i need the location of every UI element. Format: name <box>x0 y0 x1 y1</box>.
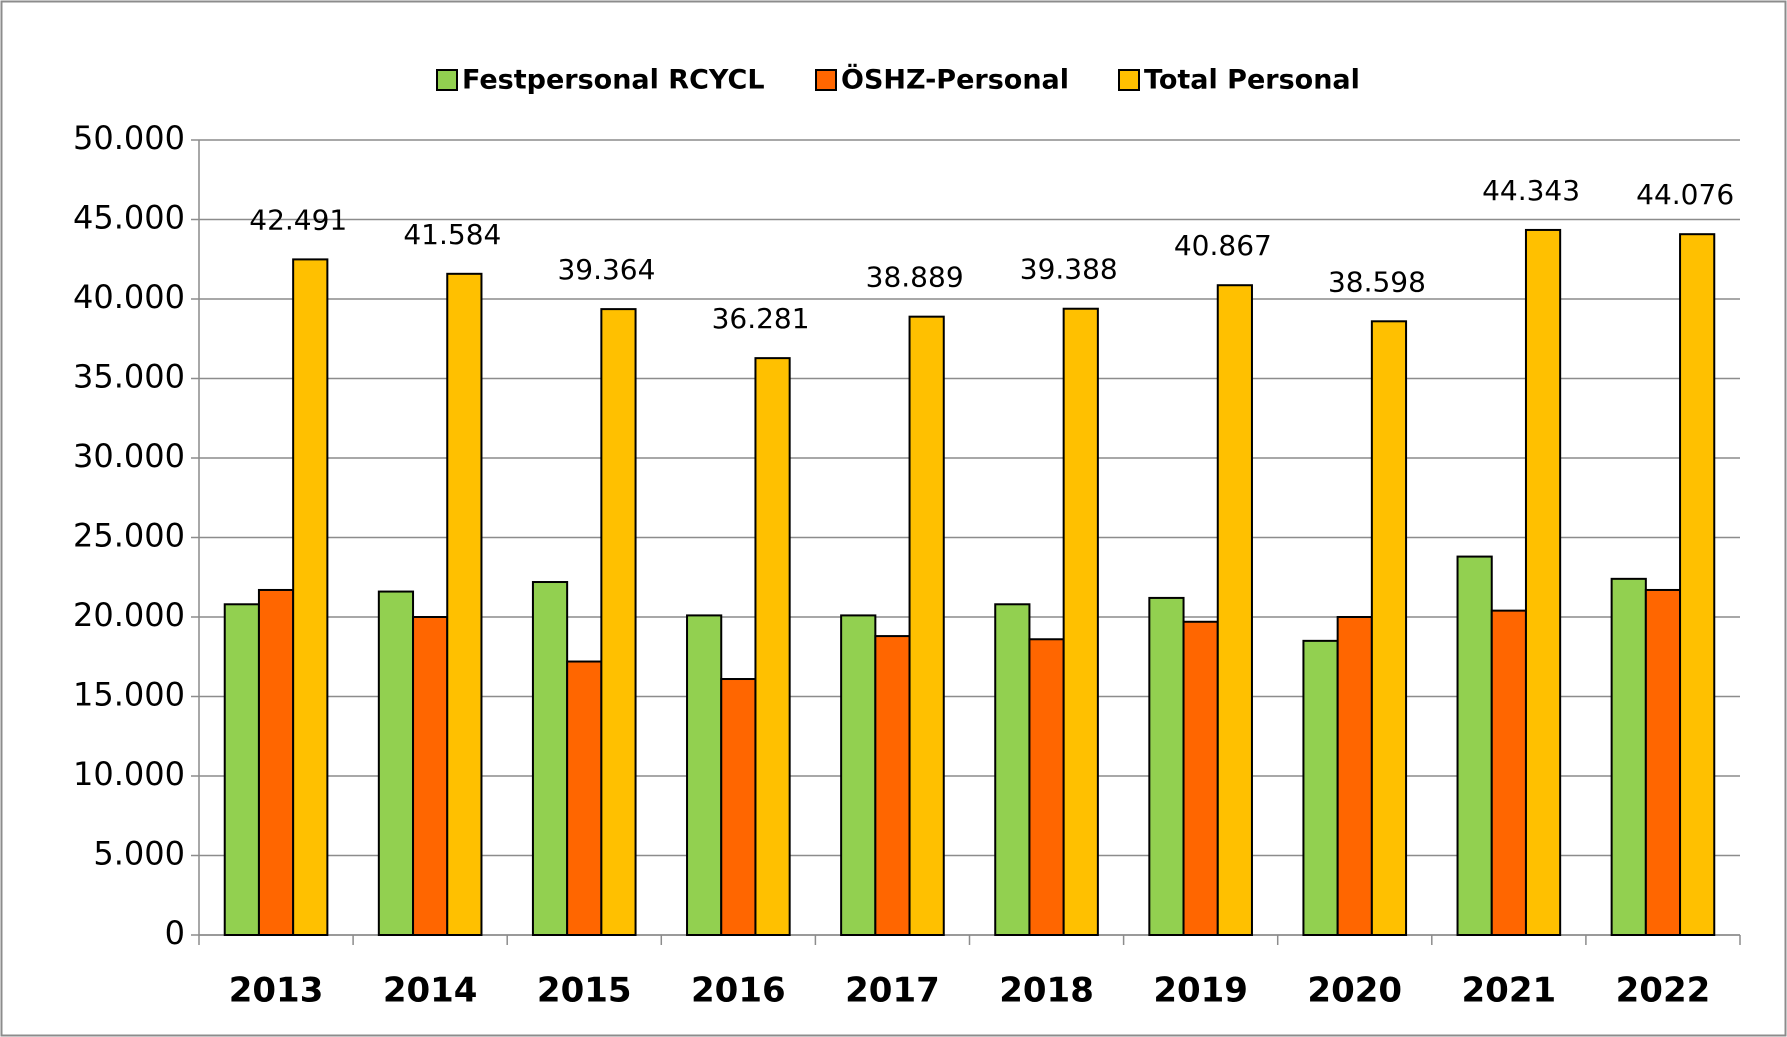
bar <box>1524 228 1562 937</box>
value-label: 36.281 <box>712 302 810 335</box>
value-label: 39.364 <box>557 253 655 286</box>
x-tick-label: 2020 <box>1307 971 1402 1011</box>
y-tick-label: 15.000 <box>73 676 185 714</box>
bar <box>874 635 911 937</box>
y-tick-label: 5.000 <box>93 835 185 873</box>
legend-label: ÖSHZ-Personal <box>841 63 1069 96</box>
legend-label: Total Personal <box>1144 65 1360 96</box>
bar <box>1182 620 1219 937</box>
bar <box>1610 577 1647 937</box>
bar <box>720 678 757 937</box>
value-label: 41.584 <box>403 218 501 251</box>
bar <box>292 258 329 936</box>
bar <box>1490 609 1527 936</box>
bar <box>1679 233 1716 937</box>
bar <box>412 616 449 936</box>
y-tick-label: 50.000 <box>73 119 185 157</box>
bar <box>754 357 791 937</box>
value-label: 38.598 <box>1328 265 1426 298</box>
legend-swatch <box>1118 69 1140 91</box>
bar <box>1644 588 1682 936</box>
x-tick-label: 2017 <box>845 971 940 1011</box>
bar <box>257 588 295 936</box>
bar <box>223 603 260 937</box>
x-tick-label: 2013 <box>229 971 324 1011</box>
value-label: 39.388 <box>1020 253 1118 286</box>
bar <box>446 272 483 936</box>
legend-swatch <box>436 69 458 91</box>
value-label: 38.889 <box>866 261 964 294</box>
x-tick-label: 2021 <box>1462 971 1557 1011</box>
x-tick-label: 2016 <box>691 971 786 1011</box>
x-tick-label: 2018 <box>999 971 1094 1011</box>
legend-swatch <box>815 69 837 91</box>
bar <box>1456 555 1493 937</box>
y-tick-label: 45.000 <box>73 199 185 237</box>
x-tick-label: 2022 <box>1616 971 1711 1011</box>
bar <box>1148 596 1185 936</box>
y-tick-label: 35.000 <box>73 358 185 396</box>
value-label: 44.343 <box>1482 174 1580 207</box>
legend-label: Festpersonal RCYCL <box>462 65 765 96</box>
y-tick-label: 0 <box>165 914 185 952</box>
value-label: 44.076 <box>1636 178 1734 211</box>
y-tick-label: 20.000 <box>73 596 185 634</box>
bar <box>531 581 569 937</box>
x-tick-label: 2019 <box>1153 971 1248 1011</box>
y-tick-label: 25.000 <box>73 517 185 555</box>
bar <box>994 603 1031 937</box>
x-tick-label: 2014 <box>383 971 478 1011</box>
bar <box>1336 616 1373 936</box>
bar <box>600 308 637 936</box>
bar <box>1062 307 1099 937</box>
y-tick-label: 30.000 <box>73 437 185 475</box>
bar <box>686 614 723 936</box>
bar <box>377 590 415 936</box>
bar <box>1216 284 1253 936</box>
x-tick-label: 2015 <box>537 971 632 1011</box>
bar <box>908 315 945 936</box>
y-tick-label: 10.000 <box>73 755 185 793</box>
value-label: 42.491 <box>249 203 347 236</box>
y-tick-label: 40.000 <box>73 278 185 316</box>
bar <box>566 660 603 937</box>
bar <box>840 614 877 936</box>
bar <box>1302 639 1339 936</box>
bar <box>1370 320 1408 936</box>
bar <box>1028 638 1065 936</box>
value-label: 40.867 <box>1174 229 1272 262</box>
